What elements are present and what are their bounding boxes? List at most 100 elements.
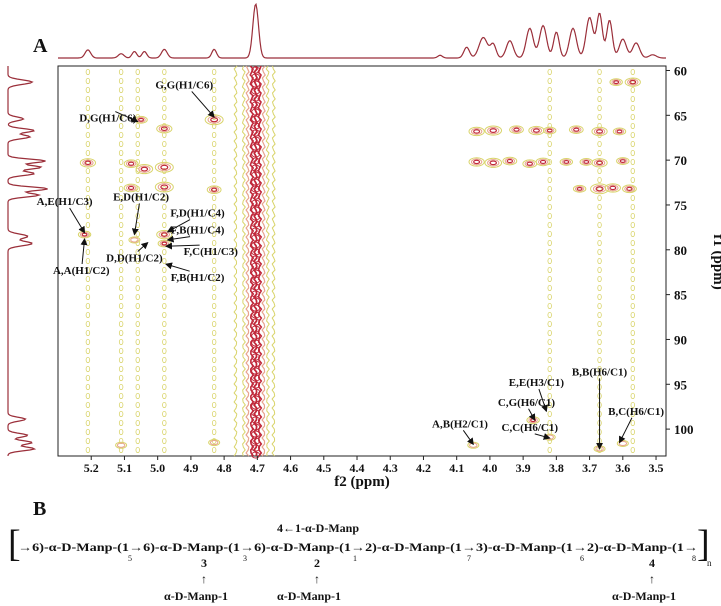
noise-mark-7 [630,131,635,138]
peak-contour-mid [561,159,572,165]
noise-mark-7 [630,284,635,291]
noise-mark-5 [547,320,552,327]
noise-mark-3 [162,131,167,138]
residue-subscript: 1 [353,554,357,563]
peak-contour-inner [140,166,149,172]
noise-mark-1 [118,293,124,300]
noise-mark-4 [211,374,217,381]
noise-mark-4 [211,284,217,291]
branch-position: 2 [314,556,320,570]
noise-mark-6 [597,203,602,210]
water-contour-ring [251,423,261,431]
peak-contour-inner [616,129,623,134]
cross-peak [543,126,557,135]
y-axis-label: f1 (ppm) [710,234,721,289]
peak-contour-mid [116,442,126,448]
branch-position: 4 [649,556,655,570]
noise-mark-0 [85,123,91,130]
cross-peak [528,125,545,136]
annotation-arrow-0 [191,91,215,118]
y-tick-label: 75 [674,198,688,213]
peak-contour-mid [627,78,639,86]
noise-mark-3 [162,329,167,336]
noise-mark-2 [135,194,140,201]
annotation-arrow-10 [538,388,548,413]
noise-mark-1 [118,356,124,363]
noise-mark-4 [211,212,217,219]
x-tick-label: 4.4 [350,461,365,475]
water-contour-ring [251,234,261,242]
noise-mark-6 [597,87,602,94]
noise-mark-5 [547,78,552,85]
noise-mark-2 [135,284,140,291]
peak-annotation-9: F,B(H1/C2) [171,272,225,284]
noise-mark-7 [630,320,635,327]
noise-mark-5 [547,257,552,264]
noise-mark-1 [118,167,124,174]
annotation-arrow-7 [164,242,200,250]
water-contour-ring [251,283,261,291]
noise-mark-2 [135,356,140,363]
noise-mark-5 [547,302,552,309]
noise-mark-6 [597,302,602,309]
peak-contour-outer [612,127,627,136]
noise-mark-4 [211,230,217,237]
noise-mark-5 [547,149,552,156]
noise-mark-1 [118,320,124,327]
branch-residues: 3 ↑ α-D-Manp-1 2 ↑ α-D-Manp-1 4 ↑ α-D-Manp-1 [164,556,676,603]
noise-mark-2 [135,392,140,399]
noise-mark-5 [547,392,552,399]
peak-contour-inner [609,185,617,191]
cross-peak [572,184,587,193]
noise-mark-1 [118,96,124,103]
water-contour-ring [251,381,261,389]
water-contour-ring [251,150,261,158]
noise-mark-0 [85,176,91,183]
noise-mark-6 [597,248,602,255]
cross-peak [616,157,630,165]
cross-peak [612,127,627,136]
noise-mark-7 [630,230,635,237]
noise-mark-6 [597,284,602,291]
peak-contour-mid [158,231,170,238]
cross-peak [154,181,174,193]
noise-mark-1 [118,374,124,381]
noise-mark-0 [85,338,91,345]
x-tick-label: 5.1 [117,461,132,475]
noise-mark-5 [547,69,552,76]
water-contour-ring [251,241,261,249]
water-contour-8 [271,65,276,457]
cross-peak [135,164,154,175]
water-contour-ring [251,87,261,95]
peak-contour-outer [572,184,587,193]
noise-mark-5 [547,356,552,363]
x-tick-label: 4.8 [217,461,232,475]
noise-mark-7 [630,338,635,345]
noise-mark-3 [162,140,167,147]
noise-mark-4 [211,338,217,345]
noise-mark-1 [118,392,124,399]
noise-mark-6 [597,320,602,327]
peak-annotation-15: C,C(H6/C1) [502,422,559,434]
noise-mark-0 [85,302,91,309]
noise-mark-5 [547,105,552,112]
noise-mark-4 [211,158,217,165]
peak-contour-outer [128,236,141,244]
noise-mark-2 [135,446,140,453]
noise-mark-3 [162,149,167,156]
noise-mark-4 [211,87,217,94]
noise-mark-1 [118,401,124,408]
noise-mark-7 [630,374,635,381]
cross-peak [154,161,174,173]
peak-contour-outer [468,126,485,137]
x-tick-label: 3.7 [582,461,597,475]
noise-mark-0 [85,311,91,318]
noise-mark-1 [118,69,124,76]
noise-mark-0 [85,329,91,336]
noise-mark-6 [597,194,602,201]
noise-mark-6 [597,230,602,237]
noise-mark-1 [118,140,124,147]
peak-contour-outer [115,441,128,449]
water-contour-ring [251,304,261,312]
noise-mark-0 [85,194,91,201]
